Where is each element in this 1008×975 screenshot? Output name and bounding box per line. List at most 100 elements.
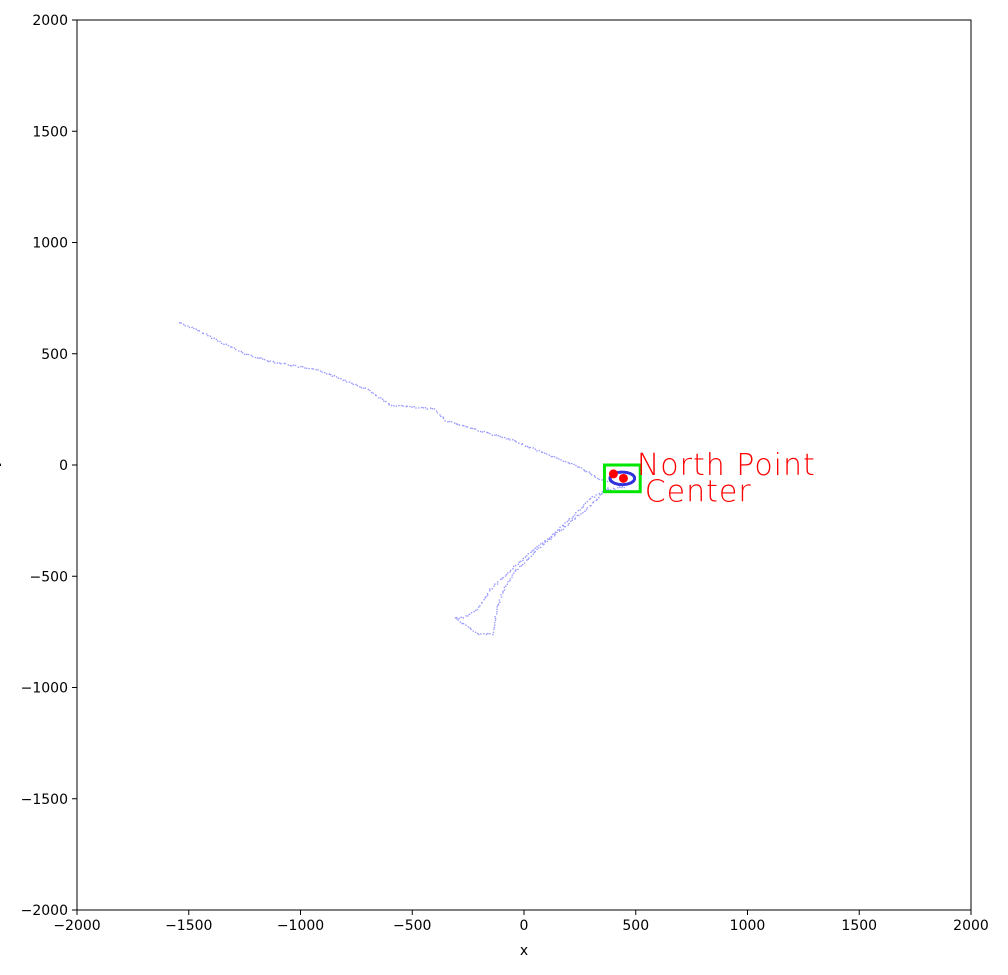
trajectory-point — [383, 400, 385, 402]
trajectory-point — [495, 434, 498, 436]
trajectory-point — [494, 583, 496, 585]
trajectory-point — [571, 519, 573, 521]
trajectory-point — [303, 367, 306, 369]
trajectory-point — [317, 369, 320, 371]
trajectory-point — [556, 529, 559, 531]
trajectory-point — [393, 405, 395, 407]
trajectory-point — [340, 377, 342, 380]
trajectory-point — [588, 471, 590, 473]
trajectory-point — [485, 596, 487, 598]
trajectory-point — [245, 353, 248, 356]
y-tick-label: −2000 — [21, 903, 68, 919]
trajectory-point — [409, 405, 411, 408]
trajectory-point — [385, 400, 387, 403]
trajectory-point — [263, 358, 266, 361]
trajectory-point — [422, 407, 425, 409]
trajectory-point — [301, 366, 304, 368]
trajectory-point — [527, 558, 529, 561]
trajectory-point — [331, 375, 334, 378]
trajectory-point — [205, 333, 208, 335]
trajectory-point — [541, 451, 544, 454]
trajectory-point — [456, 618, 458, 620]
trajectory-point — [429, 407, 432, 410]
trajectory-point — [243, 353, 246, 356]
trajectory-point — [493, 621, 496, 624]
trajectory-point — [195, 328, 197, 331]
trajectory-point — [505, 585, 507, 587]
trajectory-point — [182, 323, 185, 326]
trajectory-point — [531, 550, 533, 552]
trajectory-point — [311, 367, 313, 370]
trajectory-point — [235, 348, 237, 351]
trajectory-point — [483, 430, 486, 433]
trajectory-point — [398, 404, 400, 407]
x-tick-label: 2000 — [953, 918, 989, 934]
trajectory-point — [439, 414, 441, 416]
trajectory-point — [564, 525, 567, 528]
trajectory-point — [380, 397, 382, 399]
trajectory-point — [538, 544, 540, 547]
trajectory-point — [590, 504, 592, 507]
trajectory-point — [575, 464, 577, 467]
y-tick-label: −1000 — [21, 681, 68, 697]
trajectory-point — [560, 529, 563, 531]
trajectory-point — [515, 569, 517, 571]
trajectory-point — [572, 515, 575, 518]
x-tick-label: 0 — [520, 918, 529, 934]
trajectory-point — [551, 536, 553, 538]
trajectory-point — [458, 424, 461, 426]
trajectory-layer — [179, 321, 636, 636]
trajectory-point — [509, 571, 511, 573]
trajectory-point — [577, 466, 579, 468]
trajectory-point — [497, 434, 500, 437]
trajectory-point — [415, 407, 417, 409]
trajectory-point — [592, 501, 595, 503]
trajectory-point — [477, 606, 480, 608]
trajectory-point — [599, 494, 601, 496]
trajectory-point — [481, 431, 484, 433]
trajectory-point — [534, 448, 537, 451]
trajectory-point — [501, 578, 503, 580]
trajectory-point — [584, 470, 586, 472]
trajectory-point — [231, 346, 233, 349]
trajectory-point — [360, 386, 363, 389]
trajectory-point — [463, 424, 465, 427]
trajectory-point — [538, 449, 541, 452]
trajectory-point — [498, 599, 501, 601]
y-tick-label: −1500 — [21, 792, 68, 808]
trajectory-point — [273, 362, 276, 364]
trajectory-point — [580, 513, 582, 515]
trajectory-point — [595, 494, 597, 496]
trajectory-point — [562, 460, 565, 463]
trajectory-point — [333, 374, 336, 377]
trajectory-point — [550, 455, 553, 458]
trajectory-point — [345, 381, 348, 383]
trajectory-point — [251, 355, 254, 358]
trajectory-point — [584, 502, 587, 505]
trajectory-point — [596, 477, 599, 480]
trajectory-point — [462, 622, 465, 625]
trajectory-point — [260, 357, 262, 359]
trajectory-point — [476, 632, 479, 635]
trajectory-point — [500, 594, 502, 596]
trajectory-point — [321, 371, 323, 373]
trajectory-point — [584, 510, 586, 512]
trajectory-point — [523, 562, 526, 564]
y-axis-label: y — [0, 459, 2, 467]
trajectory-point — [207, 334, 209, 337]
trajectory-point — [491, 434, 494, 437]
trajectory-point — [585, 508, 588, 511]
trajectory-point — [551, 533, 554, 536]
trajectory-point — [372, 392, 374, 395]
trajectory-point — [500, 578, 502, 581]
trajectory-point — [479, 605, 481, 607]
trajectory-point — [461, 622, 463, 625]
trajectory-point — [487, 432, 489, 434]
trajectory-point — [216, 340, 219, 342]
trajectory-point — [548, 537, 551, 539]
trajectory-point — [503, 589, 506, 591]
trajectory-point — [284, 362, 286, 365]
trajectory-point — [496, 583, 499, 585]
trajectory-point — [426, 408, 429, 410]
trajectory-point — [179, 321, 181, 324]
